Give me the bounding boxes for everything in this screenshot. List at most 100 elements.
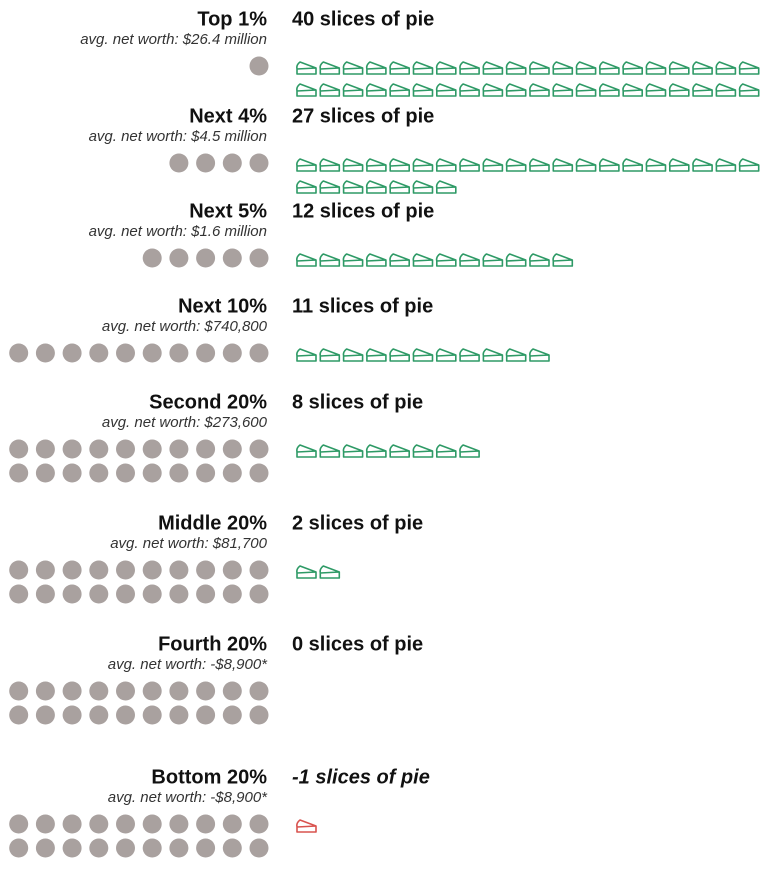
person-dot xyxy=(35,814,55,834)
person-dot xyxy=(222,463,242,483)
pie-slice xyxy=(435,444,457,458)
pie-slice xyxy=(412,348,434,362)
pie-slice xyxy=(296,83,317,97)
person-dot xyxy=(249,463,269,483)
person-dot xyxy=(142,248,162,268)
person-dot xyxy=(249,705,269,725)
pie-slice xyxy=(296,444,317,458)
pie-slice xyxy=(412,253,434,267)
person-dot xyxy=(142,705,162,725)
person-dot xyxy=(249,814,269,834)
person-dot xyxy=(62,343,82,363)
person-dot xyxy=(89,681,109,701)
pie-slice xyxy=(342,158,364,172)
slices-label: 40 slices of pie xyxy=(292,8,434,30)
person-dot xyxy=(222,439,242,459)
person-dot xyxy=(142,439,162,459)
pie-slice xyxy=(552,61,574,75)
person-dot xyxy=(249,584,269,604)
pie-slice xyxy=(482,348,504,362)
pie-slice xyxy=(529,253,550,267)
population-dots xyxy=(9,814,269,858)
pie-slice xyxy=(296,61,317,75)
population-dots xyxy=(9,681,269,725)
pie-slice xyxy=(505,61,527,75)
person-dot xyxy=(249,838,269,858)
person-dot xyxy=(196,814,216,834)
person-dot xyxy=(249,439,269,459)
group-label: Middle 20% xyxy=(158,512,267,534)
person-dot xyxy=(249,681,269,701)
person-dot xyxy=(89,584,109,604)
pie-slices xyxy=(296,565,341,579)
pie-slice xyxy=(319,158,341,172)
pie-slice xyxy=(668,61,690,75)
pie-slice xyxy=(435,253,457,267)
person-dot xyxy=(249,56,269,76)
pie-slice xyxy=(482,253,504,267)
person-dot xyxy=(196,439,216,459)
person-dot xyxy=(142,814,162,834)
pie-slice xyxy=(738,83,760,97)
person-dot xyxy=(62,439,82,459)
person-dot xyxy=(222,248,242,268)
person-dot xyxy=(9,439,29,459)
person-dot xyxy=(116,560,135,580)
pie-slice xyxy=(435,348,457,362)
pie-slice xyxy=(296,348,317,362)
pie-slice xyxy=(389,83,410,97)
person-dot xyxy=(35,584,55,604)
pie-slice xyxy=(505,158,527,172)
person-dot xyxy=(62,814,82,834)
pie-slice xyxy=(622,61,643,75)
person-dot xyxy=(62,584,82,604)
pie-slice xyxy=(552,83,574,97)
net-worth: avg. net worth: $740,800 xyxy=(102,318,268,335)
pie-slice xyxy=(622,83,643,97)
person-dot xyxy=(249,343,269,363)
group-label: Top 1% xyxy=(197,8,267,30)
pie-slice xyxy=(389,444,410,458)
person-dot xyxy=(169,439,189,459)
pie-slice xyxy=(319,61,341,75)
pie-slice xyxy=(692,83,713,97)
person-dot xyxy=(62,560,82,580)
person-dot xyxy=(222,343,242,363)
pie-slice xyxy=(319,180,341,194)
pie-slice xyxy=(505,83,527,97)
person-dot xyxy=(89,814,109,834)
population-dots xyxy=(142,248,269,268)
pie-slice xyxy=(389,348,410,362)
person-dot xyxy=(222,153,242,173)
person-dot xyxy=(249,248,269,268)
pie-slice xyxy=(575,83,597,97)
pie-slice xyxy=(738,158,760,172)
pie-slice xyxy=(342,444,364,458)
person-dot xyxy=(249,153,269,173)
pie-slice xyxy=(435,180,457,194)
pie-slice xyxy=(575,61,597,75)
group-label: Next 5% xyxy=(189,200,267,222)
pie-slice xyxy=(482,83,504,97)
pie-slices xyxy=(296,158,760,194)
pie-slice xyxy=(529,158,550,172)
person-dot xyxy=(169,463,189,483)
person-dot xyxy=(169,705,189,725)
person-dot xyxy=(222,705,242,725)
person-dot xyxy=(9,814,29,834)
pie-slice xyxy=(668,83,690,97)
pie-slice xyxy=(715,61,737,75)
population-dots xyxy=(9,560,269,604)
person-dot xyxy=(142,584,162,604)
person-dot xyxy=(89,439,109,459)
person-dot xyxy=(142,343,162,363)
pie-slice xyxy=(319,83,341,97)
person-dot xyxy=(35,560,55,580)
person-dot xyxy=(196,248,216,268)
person-dot xyxy=(142,681,162,701)
person-dot xyxy=(62,681,82,701)
pie-slice xyxy=(459,253,480,267)
person-dot xyxy=(116,584,135,604)
person-dot xyxy=(196,463,216,483)
